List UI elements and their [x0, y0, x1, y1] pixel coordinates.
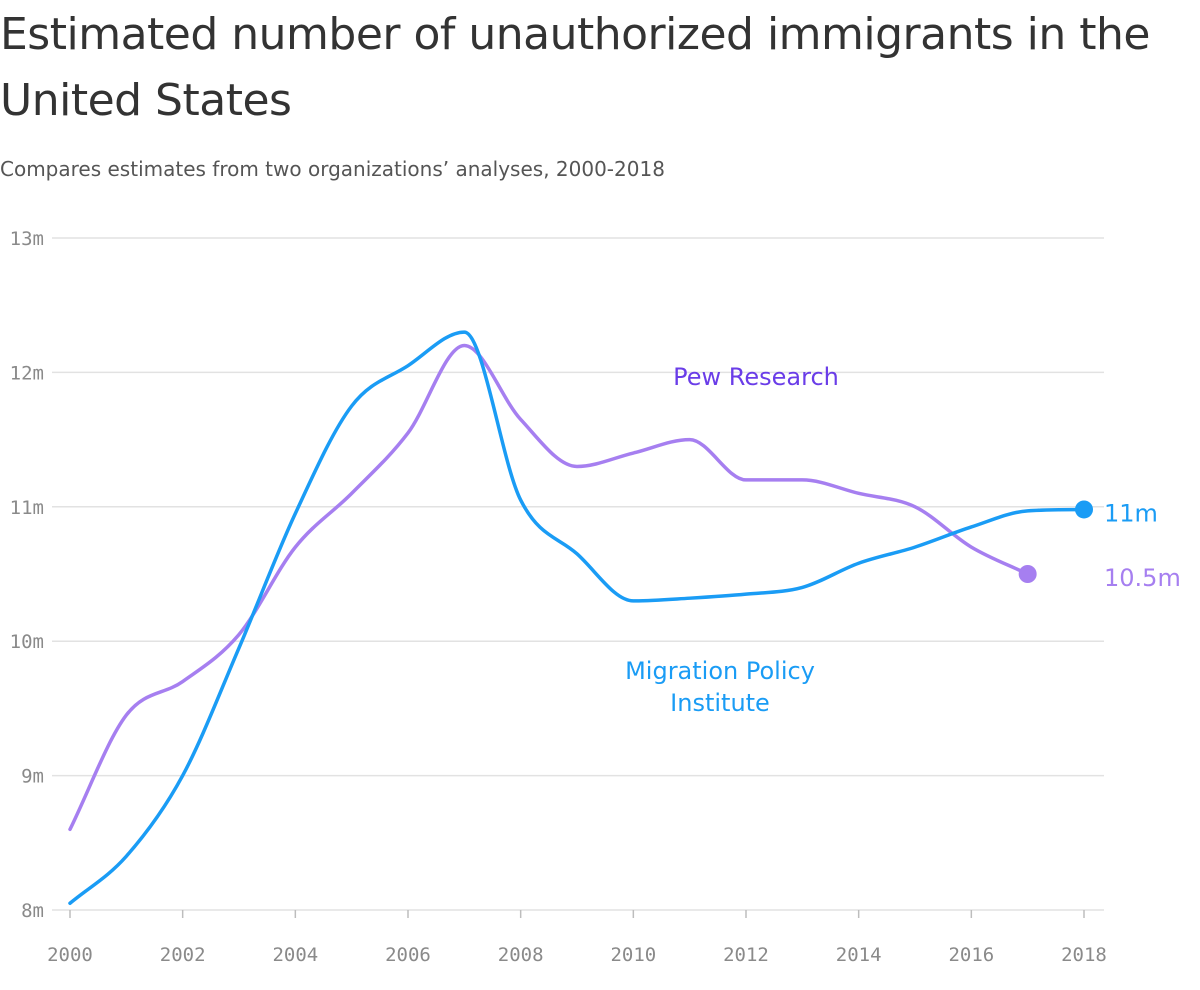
- migration-policy-institute-end-point: [1075, 500, 1093, 519]
- x-tick-label: 2000: [47, 944, 93, 966]
- y-tick-label: 12m: [10, 362, 44, 384]
- y-tick-label: 13m: [10, 228, 44, 250]
- mpi-series-label-line1: Migration Policy: [625, 657, 815, 685]
- y-tick-label: 11m: [10, 497, 44, 519]
- chart-title: Estimated number of unauthorized immigra…: [0, 9, 1150, 126]
- y-tick-label: 10m: [10, 631, 44, 653]
- pew-end-label: 10.5m: [1104, 564, 1181, 592]
- migration-policy-institute-line: [68, 330, 1086, 906]
- x-tick-label: 2006: [385, 944, 431, 966]
- x-tick-label: 2008: [498, 944, 544, 966]
- x-tick-label: 2002: [160, 944, 206, 966]
- y-tick-label: 9m: [21, 766, 44, 788]
- pew-research-end-point: [1018, 565, 1037, 583]
- x-tick-label: 2016: [948, 944, 994, 966]
- x-tick-label: 2004: [272, 944, 318, 966]
- mpi-end-label: 11m: [1104, 499, 1158, 527]
- chart-subtitle: Compares estimates from two organization…: [0, 157, 665, 181]
- x-tick-label: 2014: [836, 944, 882, 966]
- x-tick-label: 2010: [610, 944, 656, 966]
- pew-series-label: Pew Research: [673, 363, 839, 391]
- x-tick-label: 2018: [1061, 944, 1107, 966]
- x-tick-label: 2012: [723, 944, 769, 966]
- y-tick-label: 8m: [21, 900, 44, 922]
- pew-research-line: [68, 343, 1030, 832]
- mpi-series-label-line2: Institute: [670, 689, 770, 717]
